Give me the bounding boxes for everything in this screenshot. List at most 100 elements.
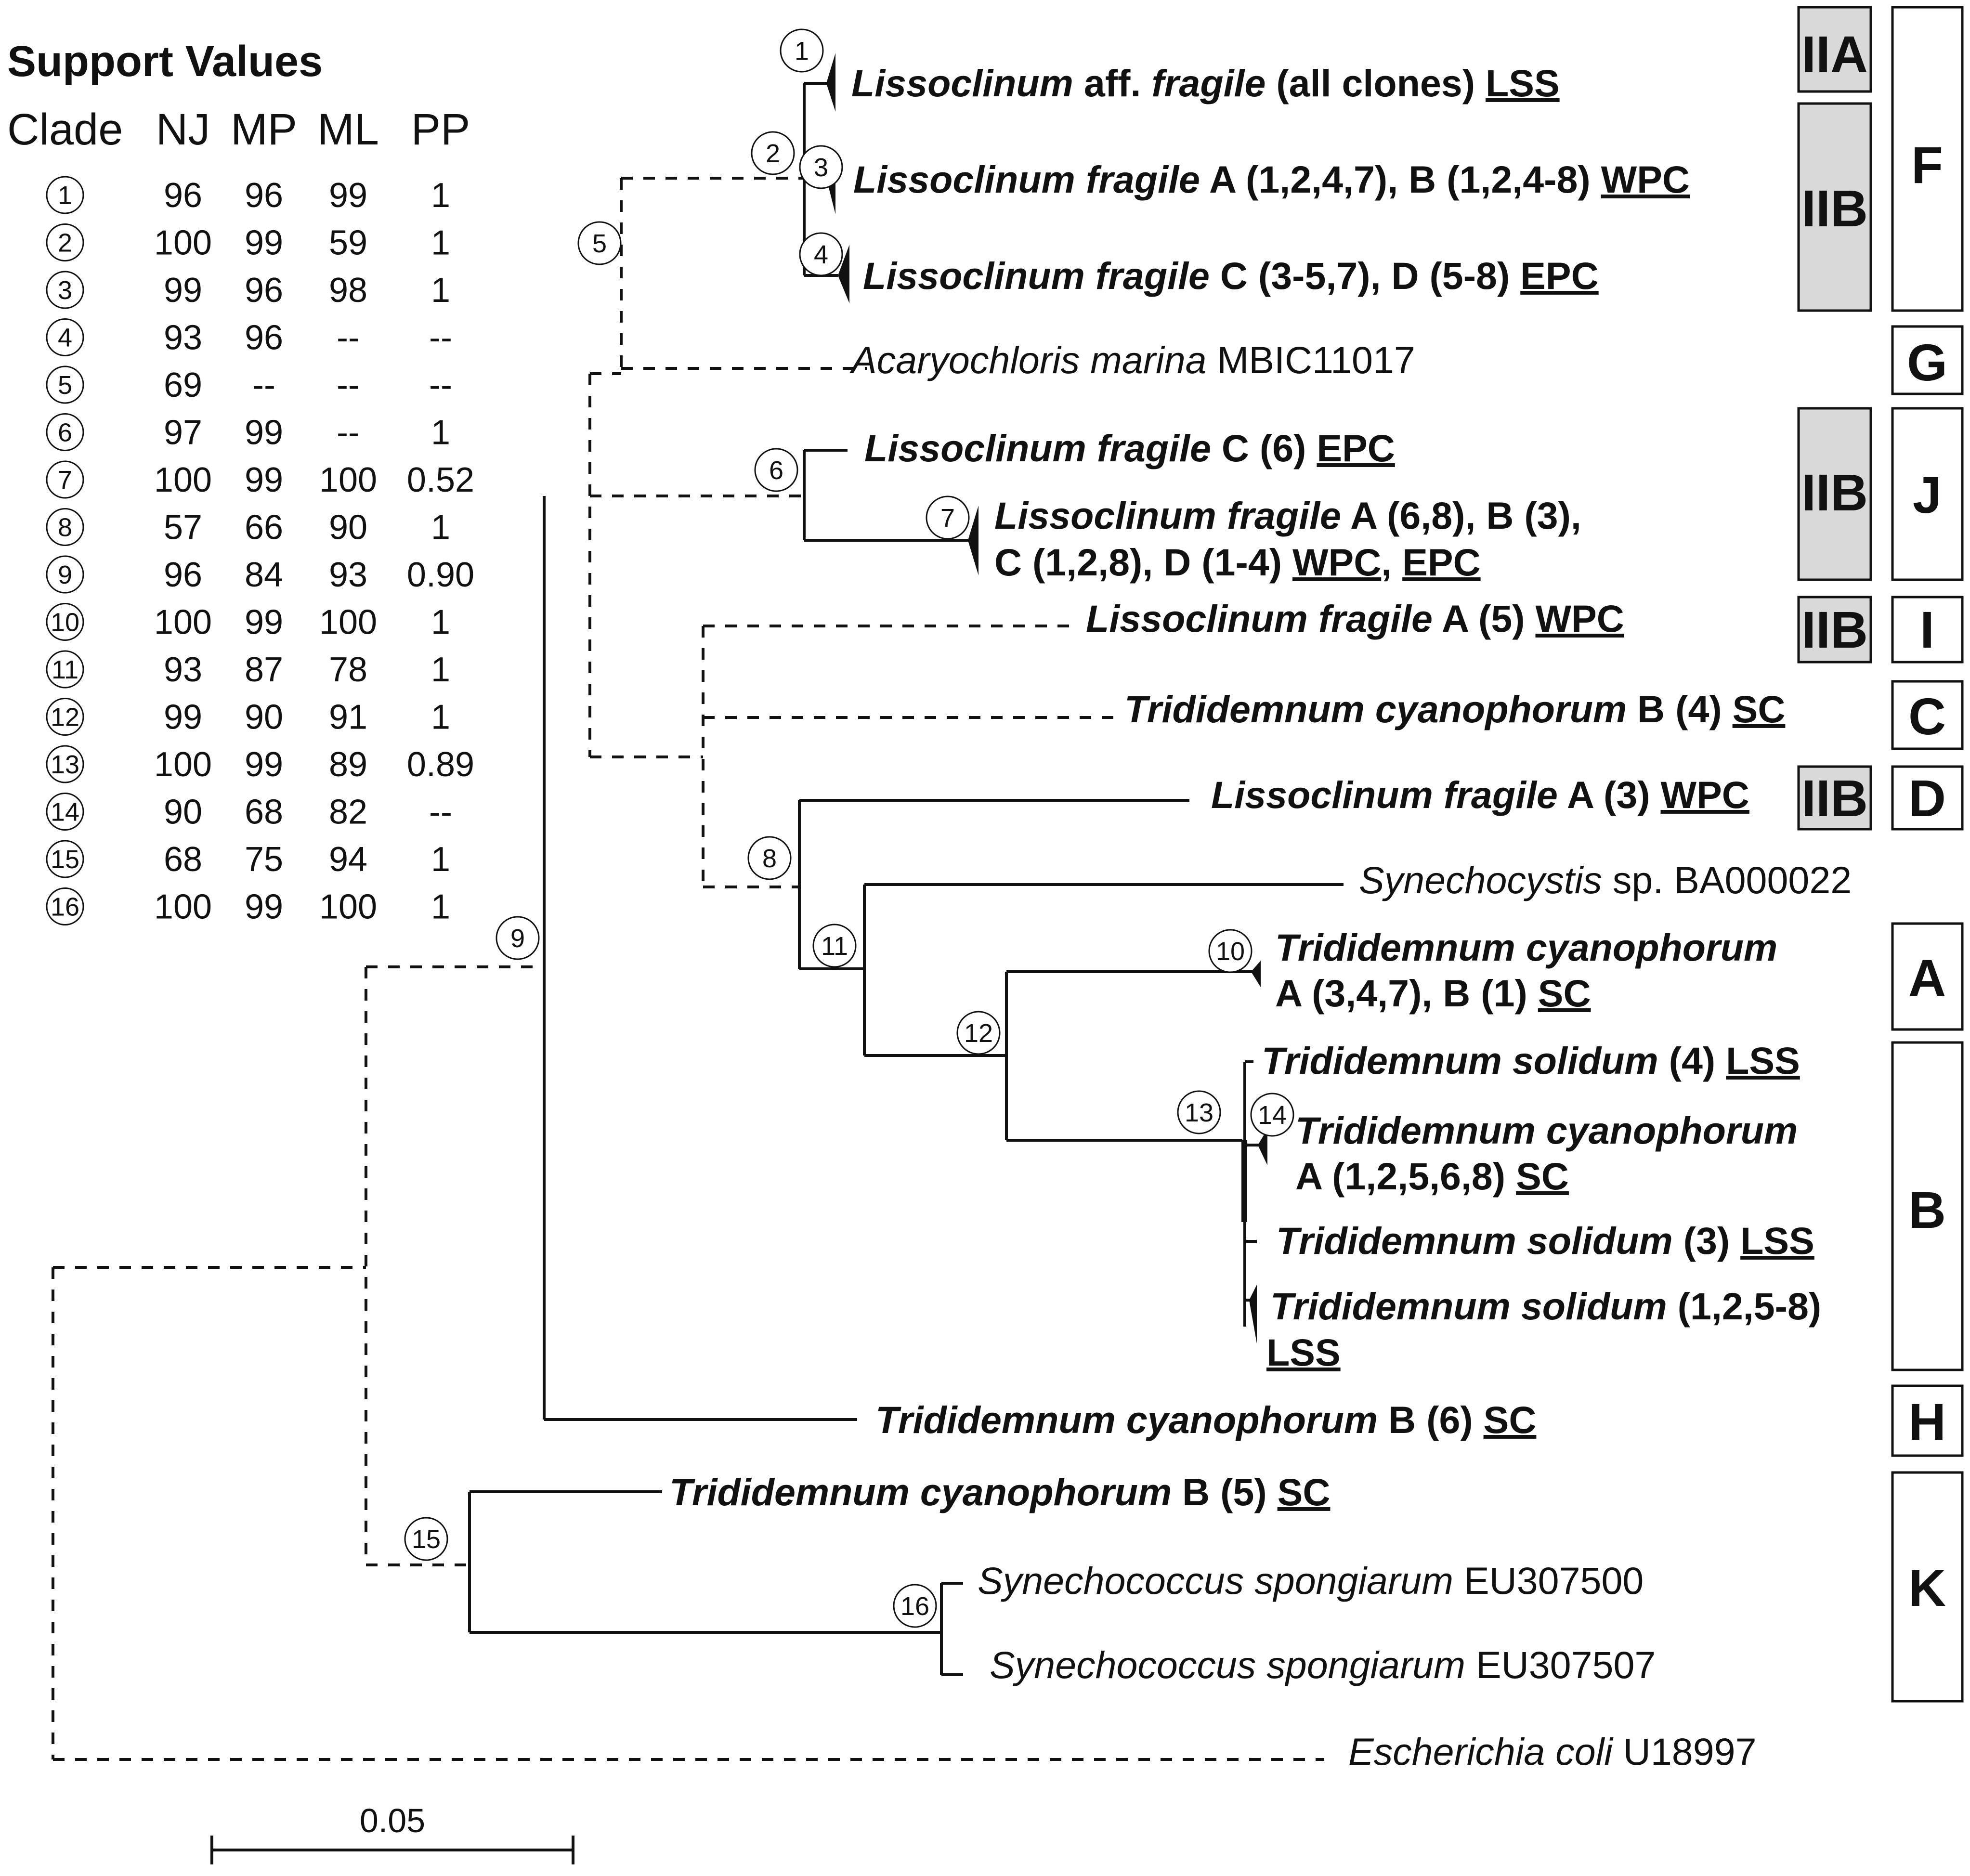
clade-box-b (1891, 1041, 1964, 1371)
node-circle-7 (926, 495, 970, 540)
table-cell-nj: 90 (164, 793, 202, 832)
header-ml: ML (317, 105, 379, 154)
table-cell-pp: -- (429, 319, 452, 357)
scale-bar: 0.05 (210, 1802, 574, 1864)
collapsed-clade-wedges (826, 53, 1267, 1343)
table-clade-circle (46, 745, 84, 783)
node-circle-12 (956, 1011, 1001, 1055)
table-cell-mp: 99 (245, 414, 283, 452)
clade-label-g: G (1907, 333, 1947, 391)
clade-box-k (1891, 1471, 1964, 1703)
table-cell-ml: -- (337, 366, 360, 404)
table-title: Support Values (7, 38, 323, 86)
group-label-iib-d: IIB (1801, 769, 1868, 827)
clade-box-d (1891, 765, 1964, 831)
table-cell-mp: 99 (245, 461, 283, 499)
taxon-label-11-line2: A (3,4,7), B (1) SC (1275, 972, 1591, 1015)
table-cell-mp: 96 (245, 176, 283, 215)
taxon-label-18: Synechococcus spongiarum EU307500 (978, 1559, 1644, 1602)
tree-branches (52, 53, 1344, 1761)
taxon-label-8: Trididemnum cyanophorum B (4) SC (1124, 688, 1785, 730)
clade-label-b: B (1908, 1181, 1946, 1239)
node-label-15: 15 (412, 1525, 441, 1554)
wedge-clade-1 (826, 53, 835, 112)
group-box-iia (1797, 6, 1872, 93)
header-clade: Clade (7, 105, 123, 154)
table-clade-number: 16 (51, 893, 79, 922)
group-box-iib-j (1797, 407, 1872, 581)
table-cell-pp: 1 (431, 888, 450, 926)
clade-box-h (1891, 1384, 1964, 1457)
table-clade-circle (46, 365, 84, 404)
node-label-11: 11 (821, 932, 848, 961)
clade-box-g (1891, 325, 1964, 395)
table-cell-nj: 100 (154, 224, 212, 262)
table-clade-number: 12 (51, 703, 79, 732)
table-cell-ml: 100 (319, 603, 377, 642)
table-cell-pp: 1 (431, 651, 450, 689)
table-cell-pp: 1 (431, 176, 450, 215)
table-clade-circle (46, 793, 84, 831)
node-label-5: 5 (592, 229, 607, 258)
dashed-branches (52, 177, 1324, 1761)
clade-label-h: H (1908, 1393, 1946, 1451)
taxon-label-12: Trididemnum solidum (4) LSS (1262, 1039, 1800, 1082)
solid-branches (468, 82, 1344, 1676)
scale-bar-line (210, 1836, 574, 1864)
wedge-clade-10 (1251, 961, 1261, 987)
table-cell-nj: 100 (154, 603, 212, 642)
table-cell-ml: 100 (319, 461, 377, 499)
table-cell-pp: 0.89 (407, 745, 474, 784)
wedge-clade-13-bar (1241, 1140, 1247, 1222)
node-label-7: 7 (940, 504, 955, 533)
node-label-2: 2 (766, 139, 780, 168)
table-cell-nj: 99 (164, 698, 202, 737)
table-cell-ml: -- (337, 414, 360, 452)
node-label-8: 8 (762, 844, 777, 873)
table-cell-ml: -- (337, 319, 360, 357)
table-cell-mp: 90 (245, 698, 283, 737)
table-clade-number: 9 (58, 560, 72, 589)
table-cell-nj: 100 (154, 461, 212, 499)
table-cell-nj: 100 (154, 888, 212, 926)
table-cell-nj: 68 (164, 840, 202, 879)
table-clade-number: 6 (58, 418, 72, 447)
table-cell-nj: 99 (164, 271, 202, 310)
table-cell-mp: 99 (245, 224, 283, 262)
table-clade-number: 13 (51, 750, 79, 779)
taxon-label-19: Synechococcus spongiarum EU307507 (990, 1643, 1656, 1686)
clade-label-d: D (1908, 769, 1946, 827)
table-cell-mp: 68 (245, 793, 283, 832)
table-clade-number: 5 (58, 371, 72, 400)
table-cell-nj: 69 (164, 366, 202, 404)
table-clade-number: 4 (58, 324, 72, 352)
taxon-label-7: Lissoclinum fragile A (5) WPC (1086, 597, 1624, 640)
wedge-clade-7 (968, 506, 978, 575)
table-rows: 1 96 96 99 12 100 99 59 13 99 96 98 14 93 96 -- --5 69 -- -… (46, 176, 474, 926)
table-clade-circle (46, 603, 84, 641)
table-cell-mp: -- (252, 366, 275, 404)
clade-box-j (1891, 407, 1964, 581)
table-cell-nj: 96 (164, 176, 202, 215)
table-cell-ml: 78 (329, 651, 367, 689)
table-clade-circle (46, 650, 84, 689)
taxon-labels: Lissoclinum aff. fragile (all clones) LS… (669, 62, 1852, 1773)
table-cell-nj: 96 (164, 556, 202, 594)
table-cell-pp: 1 (431, 414, 450, 452)
table-cell-pp: 1 (431, 840, 450, 879)
clade-label-f: F (1911, 136, 1943, 194)
table-cell-ml: 90 (329, 508, 367, 547)
node-label-12: 12 (964, 1019, 993, 1048)
table-clade-circle (46, 698, 84, 736)
taxon-label-10: Synechocystis sp. BA000022 (1359, 859, 1852, 901)
table-cell-pp: 0.52 (407, 461, 474, 499)
table-clade-number: 1 (58, 181, 72, 210)
table-clade-circle (46, 176, 84, 214)
table-clade-number: 14 (51, 798, 79, 827)
group-label-iib-j: IIB (1801, 463, 1868, 521)
table-cell-pp: -- (429, 366, 452, 404)
table-clade-number: 2 (58, 229, 72, 258)
node-circle-15 (404, 1517, 448, 1561)
node-label-1: 1 (795, 37, 809, 65)
